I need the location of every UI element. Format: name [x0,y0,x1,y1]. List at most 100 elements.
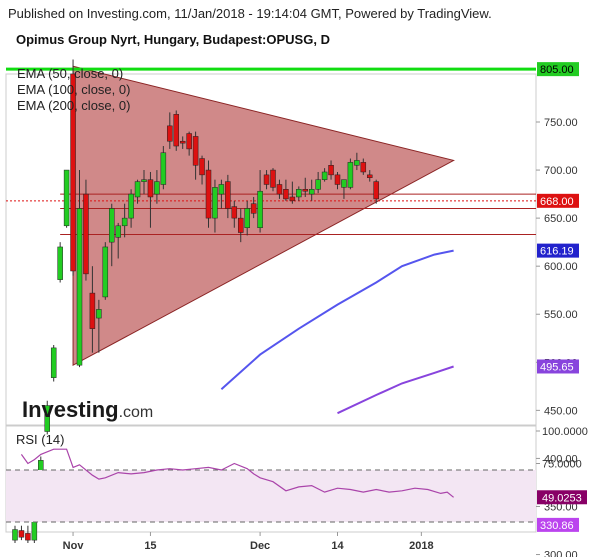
candle-up [160,146,167,190]
candle-down [250,196,257,219]
candle-body [257,190,263,228]
candle-up [321,168,328,182]
candle-up [257,170,263,233]
candle-body [263,174,270,185]
candle-down [263,170,270,190]
candle-down [276,179,283,199]
candle-up [121,203,128,238]
candle-down [179,136,186,149]
candle-down [199,155,205,185]
rsi-band [6,470,536,522]
candle-body [57,246,63,280]
candle-down [367,170,373,182]
price-tick-label: 350.00 [544,501,578,513]
price-label-box [537,193,579,208]
candle-up [347,158,354,190]
candle-up [76,170,83,368]
candle-body [109,208,115,243]
candle-down [270,168,276,192]
candle-body [250,203,257,214]
candle-body [276,184,283,195]
candle-down [302,177,308,197]
price-tick-label: 400.00 [544,453,578,465]
candle-up [315,171,321,194]
candle-body [141,179,147,182]
candle-up [128,189,134,228]
candle-body [199,158,205,176]
candle-body [102,246,109,298]
candle-body [354,160,360,166]
candle-body [289,196,296,202]
price-label-box [537,517,579,532]
candle-body [341,179,347,188]
time-tick-label: 2018 [409,540,433,552]
candle-body [186,133,192,150]
candle-body [83,193,89,275]
candle-body [328,165,334,176]
price-tick-label: 650.00 [544,213,578,225]
legend-ema-200: EMA (200, close, 0) [17,98,131,113]
candle-down [283,179,289,201]
candle-body [63,169,70,227]
watermark-brand: Investing [22,397,119,422]
candle-body [321,171,328,180]
candle-body [173,114,179,147]
candle-down [360,158,367,175]
candle-body [308,189,315,195]
rsi-last-box [537,490,587,505]
candle-up [44,400,50,435]
candle-up [141,170,147,195]
candle-up [218,179,225,209]
rsi-line [20,448,454,498]
candle-body [367,174,373,178]
publish-info: Published on Investing.com, 11/Jan/2018 … [8,6,492,21]
candle-up [244,200,250,236]
candle-body [167,125,173,142]
candle-body [76,208,83,366]
candle-up [354,152,360,171]
price-tick-label: 600.00 [544,261,578,273]
investing-watermark: Investing.com [22,397,153,422]
candle-down [25,525,31,544]
time-tick-label: Dec [250,540,270,552]
candle-body [18,530,25,538]
candle-body [115,225,121,238]
candle-body [334,174,341,185]
candle-body [160,152,167,185]
candle-down [238,208,244,243]
candle-up [57,242,63,283]
candle-up [115,222,121,259]
rsi-title: RSI (14) [16,432,64,447]
price-label: 668.00 [540,196,574,208]
candle-up [96,299,102,353]
candle-down [373,179,379,204]
candle-body [212,187,218,219]
candle-body [315,179,321,190]
price-label: 616.19 [540,246,574,258]
candle-down [18,525,25,541]
legend-ema-100: EMA (100, close, 0) [17,82,131,97]
rsi-last-label: 49.0253 [542,492,582,504]
candle-body [231,206,238,219]
candle-up [154,170,160,204]
candle-body [179,140,186,144]
candle-down [231,200,238,228]
candle-body [96,309,102,319]
price-tick-label: 750.00 [544,117,578,129]
candle-down [225,174,231,219]
candle-body [147,179,154,198]
candle-body [205,169,212,219]
price-label: 495.65 [540,361,574,373]
candle-body [238,217,244,233]
candle-body [128,193,134,219]
candle-body [50,347,57,378]
candle-down [205,160,212,228]
price-label-box [537,359,579,374]
ema-100-line [337,365,454,415]
candle-body [218,184,225,195]
candle-up [109,203,115,267]
candle-down [186,131,192,156]
candle-body [283,189,289,200]
time-tick-label: 14 [331,540,344,552]
